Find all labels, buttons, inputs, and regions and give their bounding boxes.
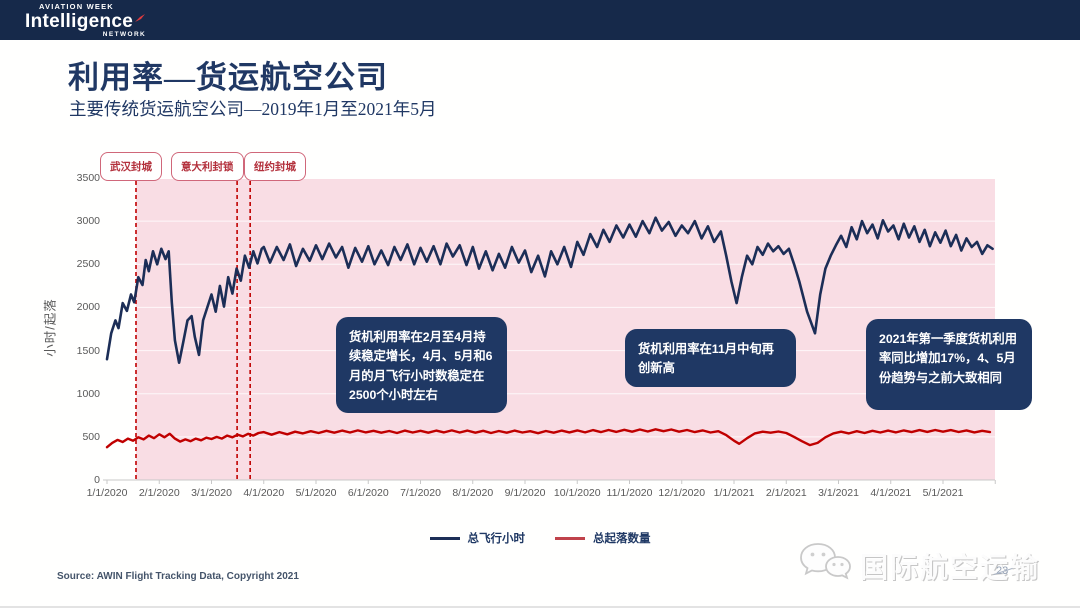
aviation-week-intelligence-logo: AVIATION WEEK Intelligence NETWORK: [25, 3, 146, 38]
y-tick-label: 3000: [76, 215, 100, 228]
x-tick-label: 9/1/2020: [504, 487, 546, 499]
takeoff-landings-line-swatch: [555, 536, 585, 540]
x-tick-label: 2/1/2020: [138, 487, 180, 499]
x-tick-label: 3/1/2020: [191, 487, 232, 499]
page-subtitle: 主要传统货运航空公司—2019年1月至2021年5月: [69, 99, 437, 119]
brand-top-text: AVIATION WEEK: [39, 2, 114, 11]
x-tick-label: 1/1/2020: [86, 487, 128, 499]
x-tick-label: 7/1/2020: [400, 487, 441, 499]
x-tick-label: 5/1/2021: [922, 487, 964, 499]
wechat-icon: [798, 540, 852, 591]
callout-q1-2021: 2021年第一季度货机利用率同比增加17%，4、5月份趋势与之前大致相同: [866, 319, 1032, 410]
flight-hours-line-swatch: [429, 536, 460, 540]
x-tick-label: 12/1/2020: [658, 487, 706, 499]
y-tick-label: 2500: [76, 258, 100, 271]
y-tick-label: 2000: [76, 301, 100, 314]
x-tick-label: 4/1/2020: [243, 487, 285, 499]
chart-legend: 总飞行小时 总起落数量: [0, 530, 1080, 546]
x-tick-label: 5/1/2020: [295, 487, 337, 499]
page-title: 利用率—货运航空公司: [68, 60, 388, 95]
x-tick-label: 4/1/2021: [870, 487, 912, 499]
lockdown-label-box: 意大利封锁: [171, 152, 244, 181]
y-axis-title: 小时/起落: [43, 298, 58, 357]
legend-item-flight-hours: 总飞行小时: [429, 530, 526, 546]
brand-main-text: Intelligence: [25, 10, 134, 32]
lockdown-label-box: 纽约封城: [244, 152, 306, 181]
page-number: 23: [996, 565, 1009, 577]
source-note: Source: AWIN Flight Tracking Data, Copyr…: [57, 571, 299, 582]
watermark-text: 国际航空运输: [859, 551, 1040, 583]
brand-bottom-text: NETWORK: [102, 30, 147, 38]
x-tick-label: 8/1/2020: [452, 487, 494, 499]
callout-feb-apr-growth: 货机利用率在2月至4月持续稳定增长，4月、5月和6月的月飞行小时数稳定在2500…: [336, 317, 507, 413]
watermark: 国际航空运输: [798, 540, 1040, 591]
series-takeoff-landings: [105, 428, 992, 449]
y-tick-label: 3500: [76, 172, 100, 184]
red-swoosh-icon: [134, 10, 146, 29]
x-tick-label: 1/1/2021: [713, 487, 755, 499]
x-tick-label: 2/1/2021: [765, 487, 807, 499]
x-tick-label: 11/1/2020: [606, 487, 653, 499]
lockdown-label-box: 武汉封城: [100, 152, 162, 181]
y-tick-label: 0: [94, 474, 100, 486]
legend-label: 总飞行小时: [467, 533, 526, 545]
y-tick-label: 1000: [76, 387, 100, 400]
x-tick-label: 6/1/2020: [347, 487, 389, 499]
x-tick-label: 10/1/2020: [553, 487, 601, 499]
y-tick-label: 1500: [76, 344, 100, 357]
y-tick-label: 500: [82, 430, 100, 443]
legend-item-takeoff-landings: 总起落数量: [555, 530, 651, 546]
series-flight-hours: [105, 216, 994, 365]
header-bar: AVIATION WEEK Intelligence NETWORK: [0, 0, 1080, 40]
legend-label: 总起落数量: [593, 533, 651, 545]
callout-november-high: 货机利用率在11月中旬再创新高: [625, 329, 796, 387]
x-tick-label: 3/1/2021: [818, 487, 859, 499]
